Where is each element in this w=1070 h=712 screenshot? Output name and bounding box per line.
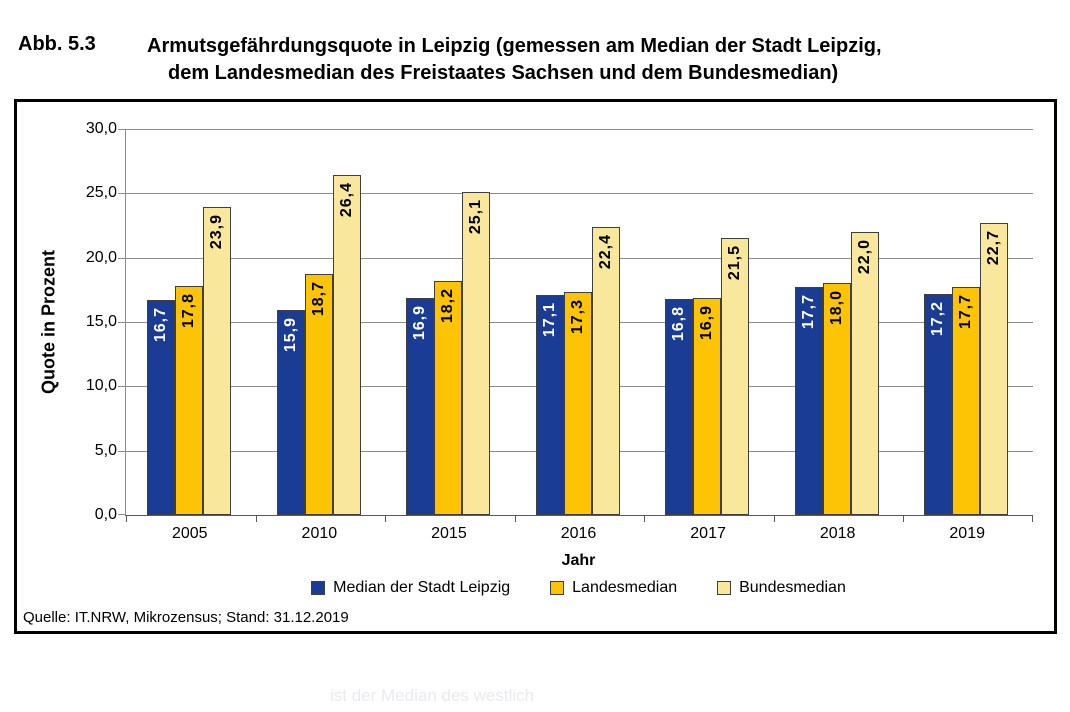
x-axis-year-label: 2010	[301, 525, 338, 542]
legend-label: Bundesmedian	[739, 579, 846, 596]
y-axis-tick	[118, 451, 126, 452]
legend: Median der Stadt Leipzig Landesmedian Bund…	[125, 579, 1032, 597]
bar: 23,9	[203, 207, 231, 515]
bar: 17,1	[536, 295, 564, 515]
y-axis-tick-label: 0,0	[94, 506, 117, 523]
bar: 16,8	[665, 299, 693, 515]
bar: 22,0	[851, 232, 879, 515]
bar-value-label: 26,4	[338, 182, 355, 218]
x-axis-tick	[644, 515, 645, 522]
x-axis-year-label: 2017	[690, 525, 726, 542]
bar: 21,5	[721, 238, 749, 515]
bar-value-label: 16,9	[698, 305, 715, 341]
bar: 16,9	[406, 298, 434, 515]
bar-value-label: 18,7	[310, 281, 327, 317]
plot-area: 16,7 17,8 23,9 15,9 18,7 26,4 16,9 18,2 25,1 17,1…	[118, 129, 1033, 522]
ghost-text-bleedthrough: ist der Median des westlich	[330, 686, 535, 705]
figure-number: Abb. 5.3	[18, 33, 96, 55]
y-axis-tick-label: 15,0	[85, 313, 117, 330]
y-axis-tick-label: 25,0	[85, 184, 117, 201]
bar: 17,2	[924, 294, 952, 515]
legend-item: Landesmedian	[550, 579, 677, 597]
legend-swatch-bundesmedian	[717, 581, 732, 595]
bar: 16,9	[693, 298, 721, 515]
bar: 26,4	[333, 175, 361, 515]
bar: 17,7	[952, 287, 980, 515]
x-axis-tick	[903, 515, 904, 522]
bar: 15,9	[277, 310, 305, 515]
bar-value-label: 16,9	[411, 305, 428, 341]
bar: 16,7	[147, 300, 175, 515]
x-axis-tick	[385, 515, 386, 522]
figure-title-line1: Armutsgefährdungsquote in Leipzig (gemes…	[147, 35, 882, 57]
x-axis-tick	[515, 515, 516, 522]
bar-value-label: 25,1	[467, 199, 484, 235]
bar-value-label: 17,7	[957, 294, 974, 330]
bar: 18,0	[823, 283, 851, 515]
y-axis-title: Quote in Prozent	[38, 250, 59, 394]
x-axis-year-label: 2019	[949, 525, 985, 542]
x-axis-year-label: 2015	[431, 525, 467, 542]
bar-value-label: 17,7	[800, 294, 817, 330]
gridline	[126, 193, 1033, 194]
bar-value-label: 22,0	[856, 239, 873, 275]
bar-value-label: 17,3	[569, 299, 586, 335]
bar-value-label: 17,2	[929, 301, 946, 337]
bar-value-label: 17,1	[541, 302, 558, 338]
bar: 17,8	[175, 286, 203, 515]
bar: 18,7	[305, 274, 333, 515]
x-axis-year-label: 2018	[819, 525, 856, 542]
bar: 22,7	[980, 223, 1008, 515]
bar: 25,1	[462, 192, 490, 515]
chart-frame: Quote in Prozent 16,7 17,8 23,9 15,9 18,7 26,…	[14, 99, 1057, 634]
y-axis-tick-label: 30,0	[85, 120, 117, 137]
x-axis-tick	[256, 515, 257, 522]
x-axis-tick	[774, 515, 775, 522]
figure-title-line2: dem Landesmedian des Freistaates Sachsen…	[168, 62, 839, 84]
figure-title: Armutsgefährdungsquote in Leipzig (gemes…	[147, 33, 882, 87]
legend-item: Bundesmedian	[717, 579, 846, 597]
source-note: Quelle: IT.NRW, Mikrozensus; Stand: 31.1…	[23, 609, 349, 626]
y-axis-tick	[118, 193, 126, 194]
y-axis-tick	[118, 514, 126, 515]
bar: 22,4	[592, 227, 620, 515]
bar-value-label: 22,7	[985, 230, 1002, 266]
bar-value-label: 18,0	[828, 290, 845, 326]
bar-value-label: 18,2	[439, 288, 456, 324]
legend-label: Landesmedian	[572, 579, 678, 596]
bar: 17,7	[795, 287, 823, 515]
x-axis-tick	[126, 515, 127, 522]
bar-value-label: 22,4	[597, 234, 614, 270]
y-axis-tick	[118, 129, 126, 130]
x-axis-year-label: 2016	[560, 525, 597, 542]
y-axis-tick-label: 10,0	[85, 377, 117, 394]
legend-label: Median der Stadt Leipzig	[333, 579, 511, 596]
bar-value-label: 21,5	[726, 245, 743, 281]
y-axis-tick-label: 5,0	[94, 442, 117, 459]
bar-value-label: 16,8	[670, 306, 687, 342]
x-axis-title: Jahr	[561, 552, 596, 569]
gridline	[126, 129, 1033, 130]
y-axis-tick	[118, 258, 126, 259]
x-axis-year-label: 2005	[171, 525, 208, 542]
y-axis-tick	[118, 386, 126, 387]
x-axis-tick	[1032, 515, 1033, 522]
gridline	[126, 258, 1033, 259]
legend-swatch-landesmedian	[550, 581, 565, 595]
bar-value-label: 15,9	[282, 317, 299, 353]
bar: 18,2	[434, 281, 462, 515]
bar: 17,3	[564, 292, 592, 515]
legend-swatch-median-der-stadt-leipzig	[311, 581, 326, 595]
y-axis-tick	[118, 322, 126, 323]
legend-item: Median der Stadt Leipzig	[311, 579, 510, 597]
y-axis-tick-label: 20,0	[85, 249, 117, 266]
bar-value-label: 23,9	[208, 214, 225, 250]
bar-value-label: 17,8	[180, 293, 197, 329]
bar-value-label: 16,7	[152, 307, 169, 343]
